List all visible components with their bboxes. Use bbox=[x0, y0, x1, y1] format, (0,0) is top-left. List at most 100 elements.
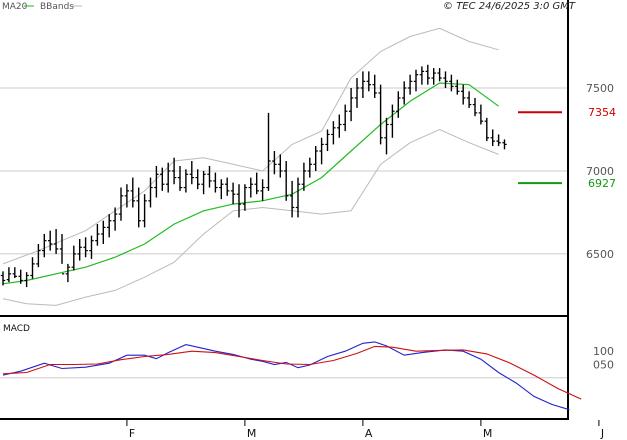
price-bar-35 bbox=[207, 165, 212, 188]
y-axis-line bbox=[567, 0, 569, 420]
price-bar-19 bbox=[112, 207, 118, 231]
price-bar-55 bbox=[325, 129, 330, 152]
price-gridlines bbox=[0, 87, 567, 255]
price-bar-81 bbox=[478, 104, 484, 125]
price-bar-42 bbox=[248, 177, 253, 198]
price-bar-71 bbox=[419, 66, 425, 85]
month-label-2: A bbox=[365, 427, 373, 440]
price-bar-30 bbox=[177, 165, 183, 191]
price-bar-38 bbox=[225, 177, 230, 196]
price-bar-4 bbox=[24, 272, 29, 288]
lower-band-line bbox=[2, 128, 499, 306]
panel-divider bbox=[0, 315, 569, 317]
price-bar-43 bbox=[254, 172, 259, 195]
price-tick-label-6500: 6500 bbox=[586, 248, 614, 261]
price-bar-1 bbox=[6, 267, 12, 283]
price-bar-0 bbox=[0, 271, 6, 286]
price-bar-13 bbox=[77, 238, 82, 261]
price-bar-84 bbox=[496, 134, 501, 147]
price-bar-44 bbox=[260, 179, 265, 201]
price-bar-16 bbox=[95, 224, 100, 246]
price-bar-67 bbox=[396, 91, 401, 118]
price-bar-62 bbox=[366, 71, 371, 92]
signal-line bbox=[2, 345, 582, 400]
price-bar-46 bbox=[272, 151, 277, 175]
price-bar-48 bbox=[284, 161, 289, 201]
price-bar-31 bbox=[183, 169, 189, 193]
macd-lines bbox=[2, 341, 582, 411]
legend-ma20: MA20 bbox=[2, 2, 28, 12]
header-legend: MA20 BBands bbox=[2, 2, 82, 12]
macd-line bbox=[2, 341, 570, 411]
ma20-path bbox=[2, 82, 499, 285]
macd-tick-label-050: 050 bbox=[593, 359, 614, 372]
price-bar-37 bbox=[219, 179, 224, 200]
price-bar-34 bbox=[201, 170, 206, 195]
price-bar-64 bbox=[378, 84, 383, 145]
price-bar-83 bbox=[490, 129, 495, 147]
price-bar-36 bbox=[213, 172, 218, 193]
price-bar-72 bbox=[425, 64, 430, 85]
price-bar-52 bbox=[307, 157, 312, 178]
price-bar-8 bbox=[48, 230, 53, 251]
price-bar-27 bbox=[160, 167, 165, 191]
price-bar-32 bbox=[189, 161, 194, 185]
price-tick-label-7000: 7000 bbox=[586, 165, 614, 178]
price-bar-25 bbox=[148, 177, 153, 208]
month-label-3: M bbox=[483, 427, 493, 440]
macd-tick-label-100: 100 bbox=[593, 345, 614, 358]
price-bar-58 bbox=[343, 104, 348, 132]
price-bar-66 bbox=[390, 104, 395, 138]
price-bar-65 bbox=[384, 117, 389, 155]
level-label-1: 6927 bbox=[588, 177, 616, 190]
price-bar-63 bbox=[372, 74, 377, 98]
price-bar-28 bbox=[166, 162, 171, 193]
price-bar-57 bbox=[337, 114, 342, 138]
ma20-line bbox=[2, 82, 499, 285]
price-bar-40 bbox=[236, 184, 242, 218]
price-bar-24 bbox=[142, 194, 147, 228]
level-label-0: 7354 bbox=[588, 106, 616, 119]
price-bar-33 bbox=[195, 169, 200, 190]
bollinger-bands bbox=[2, 27, 499, 306]
price-bar-54 bbox=[319, 137, 324, 165]
price-bar-75 bbox=[443, 71, 448, 88]
price-bar-76 bbox=[449, 74, 454, 92]
price-bar-29 bbox=[171, 157, 177, 185]
price-bar-18 bbox=[107, 214, 112, 238]
price-bar-47 bbox=[278, 154, 283, 178]
price-bar-70 bbox=[413, 69, 419, 92]
price-bar-51 bbox=[301, 162, 307, 191]
upper-band-line bbox=[2, 27, 499, 265]
month-label-4: J bbox=[600, 427, 604, 440]
price-bar-17 bbox=[101, 220, 106, 244]
legend-bbands: BBands bbox=[40, 2, 74, 12]
price-bars bbox=[0, 64, 507, 288]
copyright-label: © TEC 24/6/2025 3:0 GMT bbox=[443, 1, 576, 12]
price-bar-11 bbox=[65, 263, 71, 283]
month-label-1: M bbox=[247, 427, 257, 440]
price-bar-9 bbox=[53, 229, 59, 254]
month-label-0: F bbox=[129, 427, 135, 440]
price-bar-2 bbox=[12, 267, 17, 278]
price-bar-59 bbox=[348, 87, 354, 122]
price-bar-68 bbox=[402, 81, 407, 105]
price-bar-26 bbox=[154, 165, 159, 198]
price-bar-73 bbox=[431, 68, 436, 85]
x-axis-line bbox=[0, 418, 569, 420]
price-bar-45 bbox=[266, 112, 271, 191]
price-bar-10 bbox=[59, 234, 65, 275]
price-bar-23 bbox=[136, 187, 141, 228]
price-axis-labels: 6500 7000 7500 bbox=[586, 82, 614, 261]
price-bar-6 bbox=[36, 243, 41, 268]
price-tick-label-7500: 7500 bbox=[586, 82, 614, 95]
price-bar-12 bbox=[71, 245, 76, 271]
price-bar-53 bbox=[313, 146, 318, 171]
price-bar-22 bbox=[130, 177, 135, 208]
price-bar-80 bbox=[472, 97, 478, 117]
price-bar-15 bbox=[89, 235, 94, 259]
price-bar-49 bbox=[289, 180, 295, 218]
price-bar-60 bbox=[354, 78, 360, 108]
price-bar-56 bbox=[331, 121, 336, 145]
